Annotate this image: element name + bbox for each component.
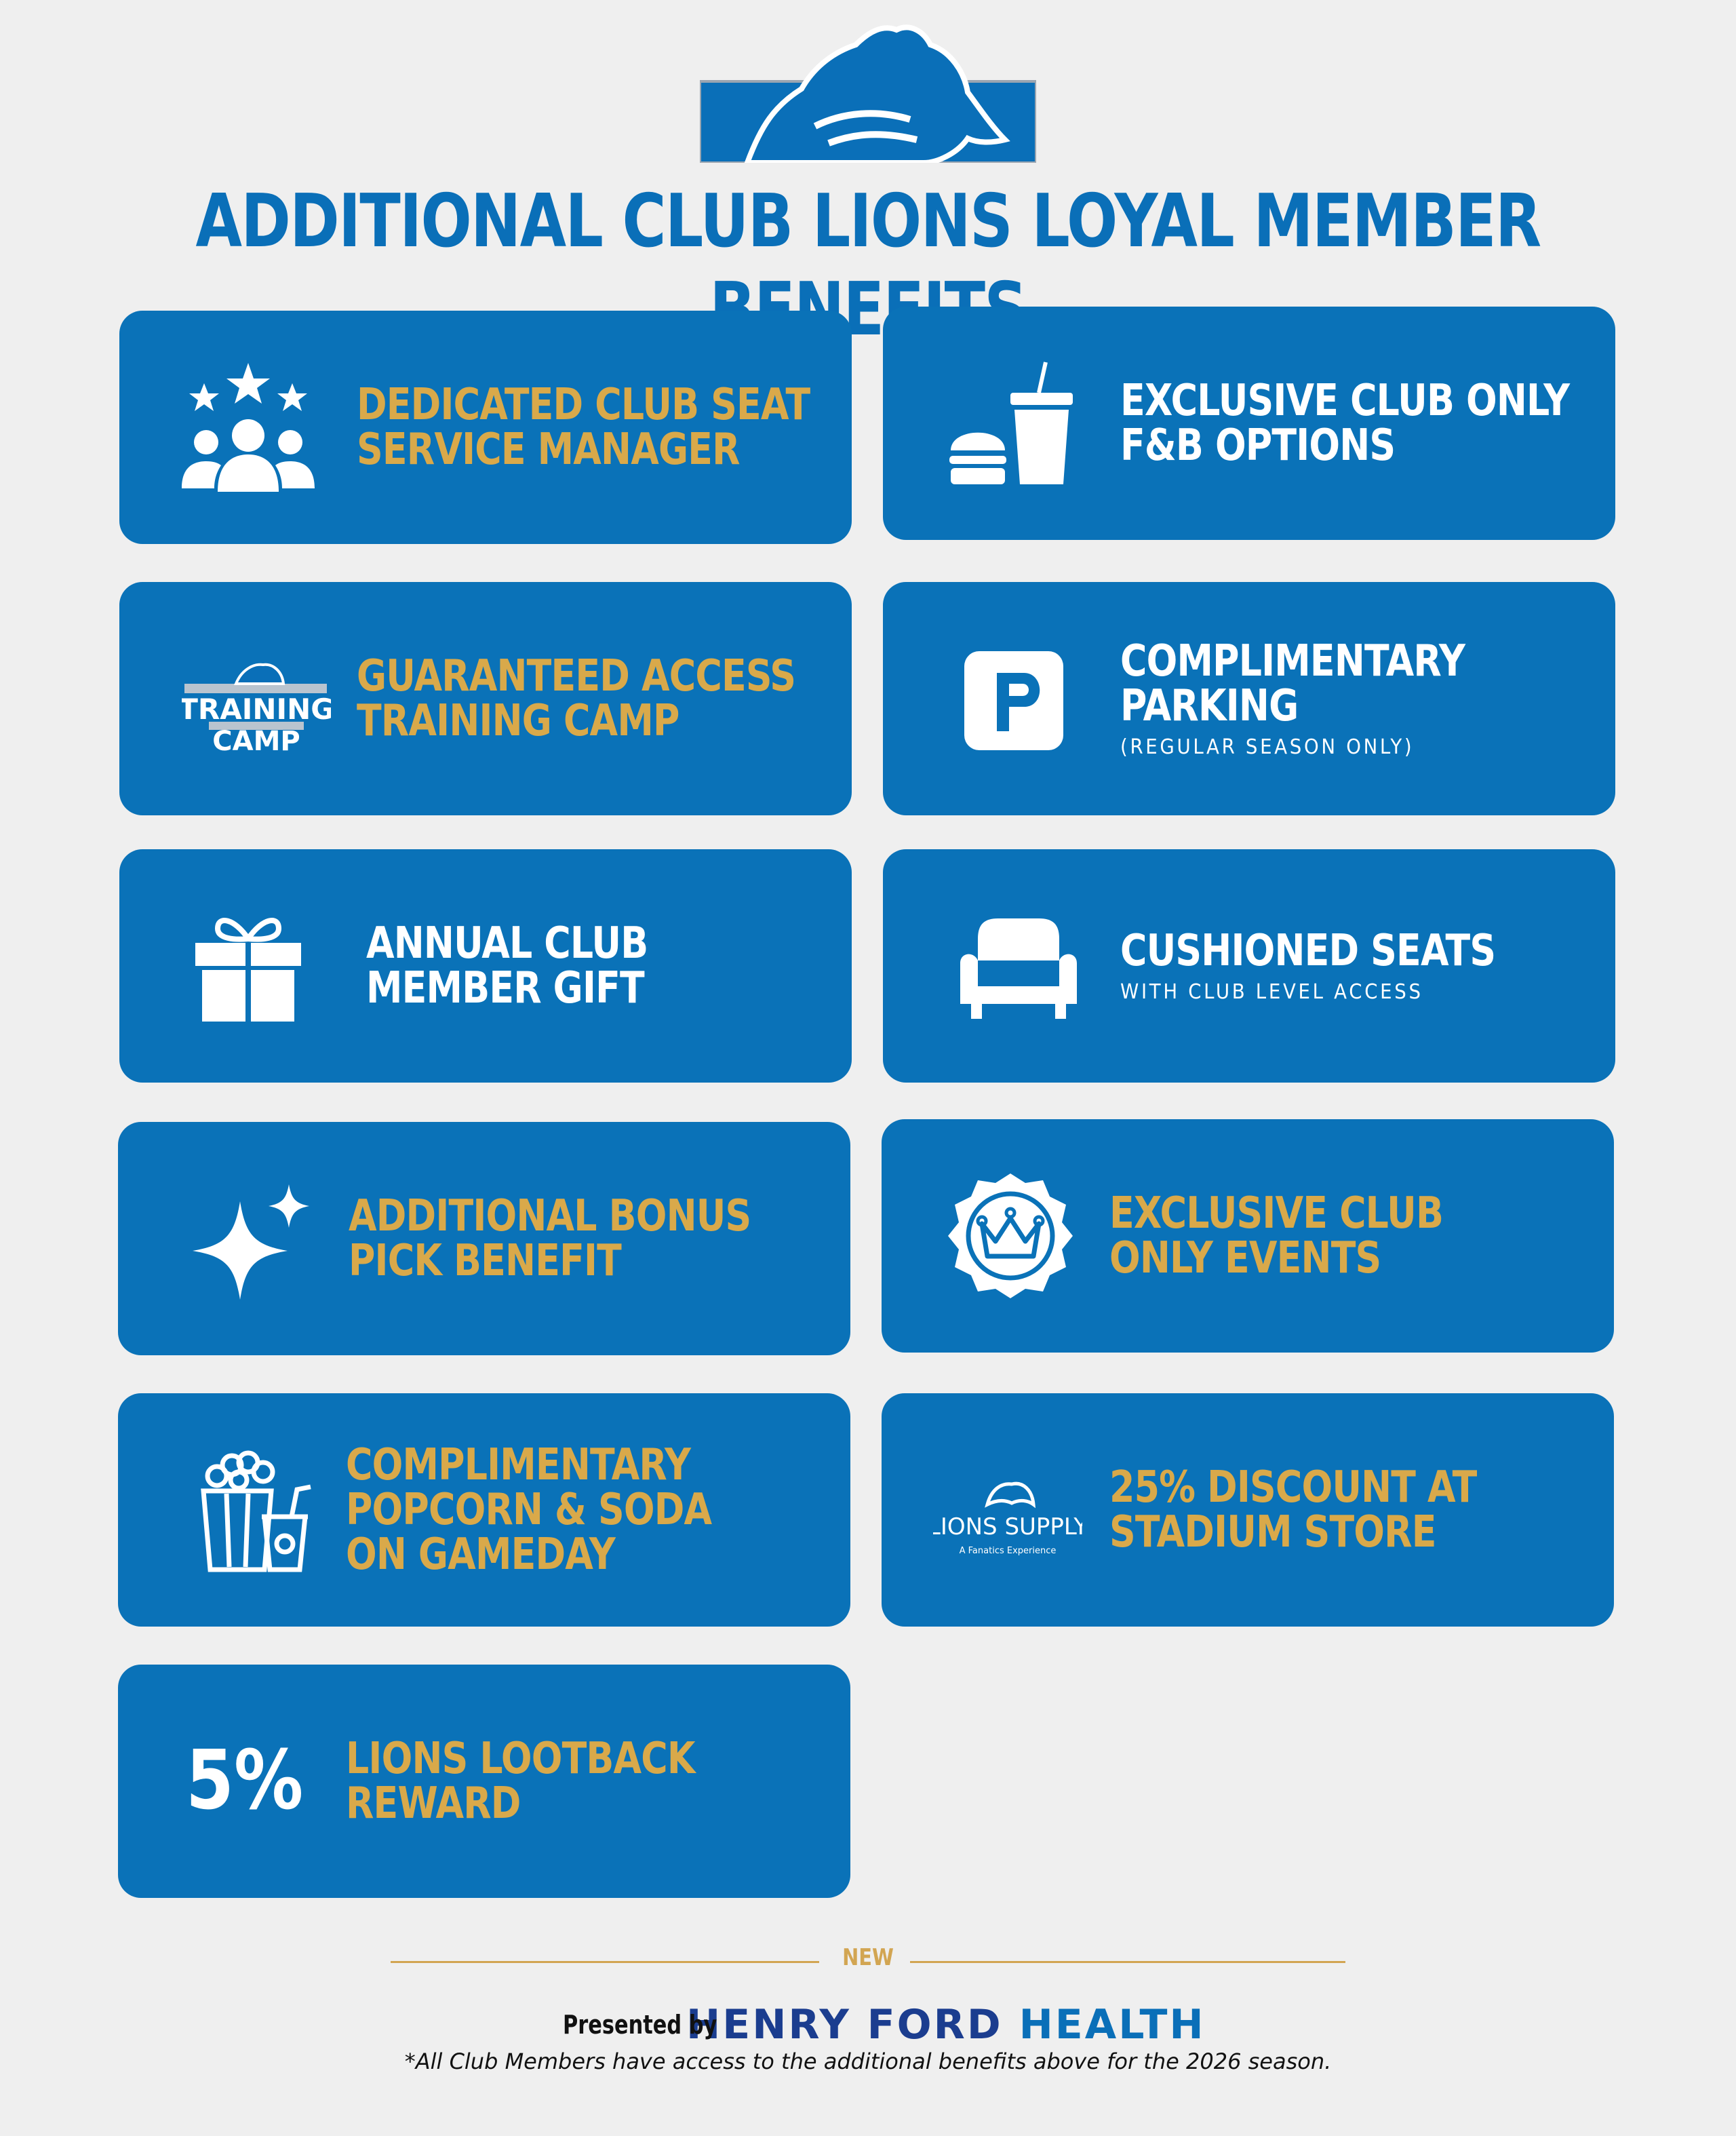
five-percent-text: 5% — [186, 1734, 303, 1828]
benefit-title-line: PARKING — [1120, 680, 1299, 731]
sponsor-word: HENRY — [686, 2001, 867, 2048]
benefit-card-popcorn-soda: COMPLIMENTARY POPCORN & SODA ON GAMEDAY — [118, 1393, 850, 1627]
benefit-card-lootback-reward: 5% LIONS LOOTBACK REWARD — [118, 1665, 850, 1898]
benefit-title-line: LIONS LOOTBACK — [346, 1734, 696, 1784]
lions-supply-logo: LIONS SUPPLY A Fanatics Experience — [928, 1442, 1088, 1578]
lions-logo — [698, 24, 1038, 166]
benefit-title-line: F&B OPTIONS — [1120, 421, 1396, 471]
armchair-icon — [944, 898, 1080, 1034]
training-camp-logo-text: TRAINING — [182, 693, 331, 726]
burger-drink-icon — [944, 355, 1080, 491]
presented-by-label: Presented by — [563, 2010, 717, 2040]
benefit-title-line: ANNUAL CLUB — [366, 918, 648, 969]
gift-icon — [180, 898, 316, 1034]
training-camp-logo: TRAINING CAMP — [178, 631, 334, 766]
benefit-card-club-events: EXCLUSIVE CLUB ONLY EVENTS — [882, 1119, 1614, 1353]
benefit-title-line: REWARD — [346, 1779, 521, 1829]
benefit-card-cushioned-seats: CUSHIONED SEATS WITH CLUB LEVEL ACCESS — [883, 849, 1615, 1083]
benefit-title-line: STADIUM STORE — [1109, 1507, 1436, 1557]
benefit-card-parking: COMPLIMENTARY PARKING (REGULAR SEASON ON… — [883, 582, 1615, 815]
training-camp-logo-text: CAMP — [212, 726, 300, 757]
benefit-title-line: PICK BENEFIT — [349, 1236, 622, 1286]
benefit-card-bonus-pick: ADDITIONAL BONUS PICK BENEFIT — [118, 1122, 850, 1355]
benefit-title-line: CUSHIONED SEATS — [1120, 925, 1496, 976]
lions-supply-logo-text: LIONS SUPPLY — [933, 1513, 1082, 1540]
parking-icon — [944, 631, 1080, 766]
five-percent-icon: 5% — [186, 1713, 335, 1849]
benefit-title-line: ON GAMEDAY — [346, 1530, 616, 1580]
benefit-card-training-camp: TRAINING CAMP GUARANTEED ACCESS TRAINING… — [119, 582, 852, 815]
footnote: *All Club Members have access to the add… — [404, 2048, 1332, 2074]
henry-ford-health-logo: HENRY FORD HEALTH — [686, 2001, 1206, 2048]
new-divider: NEW — [391, 1941, 1345, 1982]
sponsor-line: Presented by HENRY FORD HEALTH — [563, 2001, 1206, 2048]
benefit-subtitle: (REGULAR SEASON ONLY) — [1120, 735, 1415, 759]
benefit-title-line: ADDITIONAL BONUS — [349, 1191, 751, 1241]
benefit-title-line: COMPLIMENTARY — [346, 1440, 691, 1490]
benefit-card-service-manager: DEDICATED CLUB SEAT SERVICE MANAGER — [119, 311, 852, 544]
benefit-title-line: POPCORN & SODA — [346, 1485, 712, 1535]
sponsor-word: FORD — [867, 2001, 1019, 2048]
benefit-title-line: SERVICE MANAGER — [357, 425, 741, 475]
benefit-subtitle: WITH CLUB LEVEL ACCESS — [1120, 979, 1423, 1004]
divider-line-right — [910, 1961, 1345, 1963]
benefit-card-stadium-store: LIONS SUPPLY A Fanatics Experience 25% D… — [882, 1393, 1614, 1627]
people-stars-icon — [180, 360, 316, 495]
benefit-title-line: GUARANTEED ACCESS — [357, 651, 796, 701]
divider-line-left — [391, 1961, 819, 1963]
benefit-title-line: MEMBER GIFT — [366, 963, 645, 1013]
benefit-title-line: ONLY EVENTS — [1109, 1233, 1381, 1283]
popcorn-soda-icon — [197, 1442, 332, 1578]
fanatics-experience-text: A Fanatics Experience — [960, 1546, 1057, 1556]
sparkle-icon — [179, 1171, 315, 1306]
sponsor-word: HEALTH — [1019, 2001, 1206, 2048]
benefit-title-line: COMPLIMENTARY — [1120, 636, 1465, 686]
crown-badge-icon — [943, 1168, 1078, 1304]
benefit-title-line: 25% DISCOUNT AT — [1109, 1462, 1477, 1513]
benefit-title-line: TRAINING CAMP — [357, 696, 679, 746]
benefit-card-fb-options: EXCLUSIVE CLUB ONLY F&B OPTIONS — [883, 307, 1615, 540]
benefit-title-line: EXCLUSIVE CLUB ONLY — [1120, 376, 1570, 426]
benefit-title-line: EXCLUSIVE CLUB — [1109, 1188, 1444, 1239]
new-label: NEW — [842, 1944, 894, 1971]
benefit-card-member-gift: ANNUAL CLUB MEMBER GIFT — [119, 849, 852, 1083]
benefit-title-line: DEDICATED CLUB SEAT — [357, 380, 810, 430]
